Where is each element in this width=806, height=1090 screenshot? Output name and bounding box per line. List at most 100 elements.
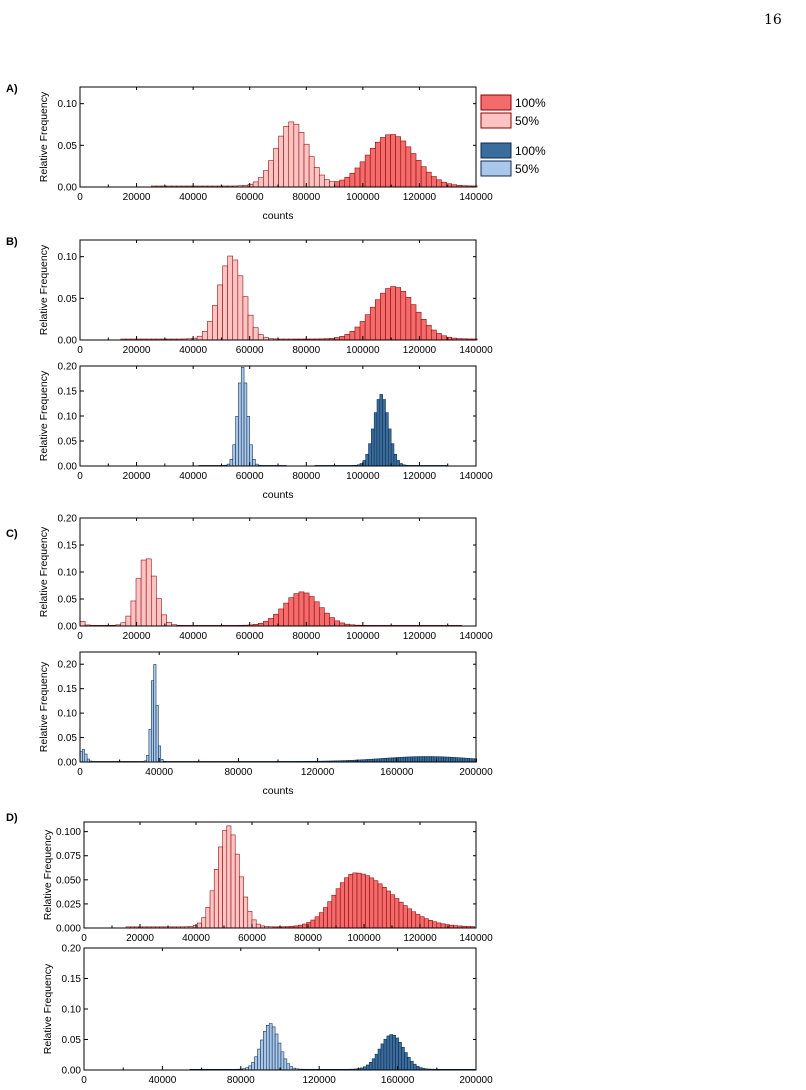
panel-label: D) [6,812,18,824]
histogram-bar [398,1041,402,1071]
histogram-bar [379,394,383,467]
histogram-bar [247,911,253,929]
histogram-bar [263,621,269,627]
histogram-panel: 0 40000 80000 120000 160000 200000 0.00 0.05 0.1… [42,944,493,1087]
histogram-bar [369,877,375,929]
legend-swatch [480,94,512,111]
histogram-bar [248,1065,252,1071]
histogram-panel: C) 0 20000 40000 60000 80000 100000 120000 14000… [6,514,493,643]
y-tick-label: 0.000 [56,924,81,935]
histogram-bar [371,1058,376,1071]
y-tick-label: 0.20 [62,944,82,955]
histogram-bar [423,918,429,929]
histogram-bar [398,757,402,763]
y-tick-label: 0.05 [58,294,78,305]
histogram-bar [354,167,361,188]
histogram-bar [298,591,305,627]
histogram-bar [308,596,315,627]
histogram-bar [283,602,290,627]
y-tick-label: 0.15 [58,541,78,552]
histogram-bar [232,444,236,467]
histogram-bar [396,460,400,467]
histogram-bar [260,1039,264,1071]
x-tick-label: 140000 [459,192,493,203]
y-tick-label: 0.05 [58,437,78,448]
x-tick-label: 80000 [292,631,320,642]
histogram-bar [452,757,456,763]
histogram-bar [243,896,249,929]
histogram-bar [412,756,416,763]
histogram-bar [386,890,391,929]
y-tick-label: 0.00 [58,622,78,633]
histogram-bar [388,428,392,467]
histogram-bar [364,154,371,188]
histogram-panel: 0 20000 40000 60000 80000 100000 120000 140000 0… [38,362,493,502]
y-tick-label: 0.025 [56,899,81,910]
panel-label: A) [6,83,18,95]
histogram-bar [467,758,470,763]
histogram-bar [421,756,425,763]
x-tick-label: 100000 [347,933,381,944]
histogram-bar [84,753,88,763]
histogram-panel: 0 40000 80000 120000 160000 200000 0.00 0.05 0.1… [38,651,493,797]
histogram-bar [373,880,379,929]
histogram-bar [375,141,381,188]
histogram-bar [365,453,369,467]
histogram-bar [445,756,449,763]
y-axis-label: Relative Frequency [42,829,54,920]
histogram-bar [252,181,259,188]
histogram-bar [420,166,427,188]
histogram-bar [298,132,305,188]
histogram-bar [339,336,346,341]
histogram-bar [319,607,325,627]
x-tick-label: 80000 [292,345,320,356]
y-tick-label: 0.100 [56,827,81,838]
histogram-bar [385,288,391,341]
histogram-bar [471,758,475,763]
histogram-bar [409,756,413,763]
histogram-panel: B) 0 20000 40000 60000 80000 100000 120000 14000… [6,236,493,356]
histogram-bar [274,1033,279,1071]
legend-label: 100% [515,144,546,158]
x-tick-label: 160000 [380,767,414,778]
histogram-bar [390,134,396,188]
histogram-bar [431,756,435,763]
histogram-bar [383,1038,388,1071]
y-axis-label: Relative Frequency [38,244,50,335]
y-tick-label: 0.05 [58,595,78,606]
histogram-bar [334,181,340,188]
histogram-bar [140,559,147,627]
histogram-bar [344,334,351,341]
histogram-bar [339,882,345,929]
histogram-bar [374,1053,379,1071]
histogram-bar [251,919,257,929]
histogram-bar [310,919,316,929]
x-tick-label: 0 [77,631,83,642]
y-tick-label: 0.10 [58,568,78,579]
x-tick-label: 80000 [292,471,320,482]
page-number: 16 [764,12,782,28]
x-tick-label: 160000 [381,1075,415,1086]
histogram-bar [156,598,162,627]
histogram-bar [283,126,290,188]
histogram-bar [455,757,459,763]
x-tick-label: 0 [77,192,83,203]
histogram-bar [377,1048,382,1071]
x-axis-label: counts [263,489,294,501]
histogram-bar [407,1056,411,1071]
x-tick-label: 40000 [179,345,207,356]
histogram-bar [352,872,358,929]
histogram-bar [306,922,312,929]
histogram-bar [415,160,422,188]
histogram-bar [217,284,223,341]
histogram-bar [349,331,356,341]
histogram-bar [196,335,203,341]
x-tick-label: 60000 [236,345,264,356]
histogram-bar [376,399,381,467]
histogram-bar [440,756,444,763]
x-tick-label: 120000 [403,345,437,356]
histogram-bar [457,757,461,763]
histogram-bar [380,137,386,188]
histogram-bar [201,917,207,929]
histogram-bar [222,265,228,341]
